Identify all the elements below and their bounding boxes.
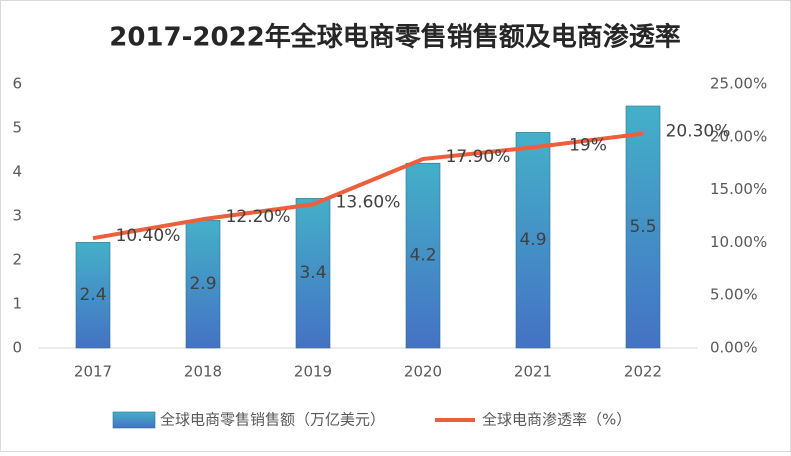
bar-label: 2.4 (79, 285, 106, 305)
y-tick-label: 2 (12, 251, 22, 269)
bar (625, 105, 661, 349)
line-label: 20.30% (666, 122, 731, 142)
y2-tick-label: 10.00% (710, 233, 767, 251)
line-label: 13.60% (336, 192, 401, 212)
line-label: 19% (569, 135, 607, 155)
bar (185, 220, 221, 349)
line-label: 17.90% (446, 147, 511, 167)
y2-tick-label: 15.00% (710, 180, 767, 198)
y-tick-label: 5 (12, 119, 22, 137)
line-label: 12.20% (226, 207, 291, 227)
chart-title: 2017-2022年全球电商零售销售额及电商渗透率 (109, 22, 681, 53)
y2-tick-label: 25.00% (710, 75, 767, 93)
line (92, 131, 644, 241)
line-label: 10.40% (116, 226, 181, 246)
x-tick-label: 2017 (74, 363, 112, 381)
y-tick-label: 4 (12, 163, 22, 181)
bar-label: 5.5 (629, 217, 656, 237)
bar-label: 4.2 (409, 246, 436, 266)
bar-label: 3.4 (299, 263, 326, 283)
x-tick-label: 2019 (294, 363, 332, 381)
x-tick-label: 2021 (514, 363, 552, 381)
bar (515, 132, 551, 349)
bar (75, 242, 111, 349)
y-tick-label: 3 (12, 207, 22, 225)
y-tick-label: 0 (12, 339, 22, 357)
bar (295, 198, 331, 349)
bar (405, 162, 441, 349)
bar-label: 4.9 (519, 230, 546, 250)
x-tick-label: 2018 (184, 363, 222, 381)
legend-label: 全球电商渗透率（%） (482, 411, 631, 429)
y2-tick-label: 0.00% (710, 339, 758, 357)
x-tick-label: 2022 (624, 363, 662, 381)
y-tick-label: 1 (12, 295, 22, 313)
x-tick-label: 2020 (404, 363, 442, 381)
y-tick-label: 6 (12, 75, 22, 93)
bar-label: 2.9 (189, 274, 216, 294)
legend-label: 全球电商零售销售额（万亿美元） (160, 411, 385, 429)
y2-tick-label: 5.00% (710, 286, 758, 304)
y2-tick-label: 20.00% (710, 127, 767, 145)
legend-swatch (112, 411, 156, 429)
